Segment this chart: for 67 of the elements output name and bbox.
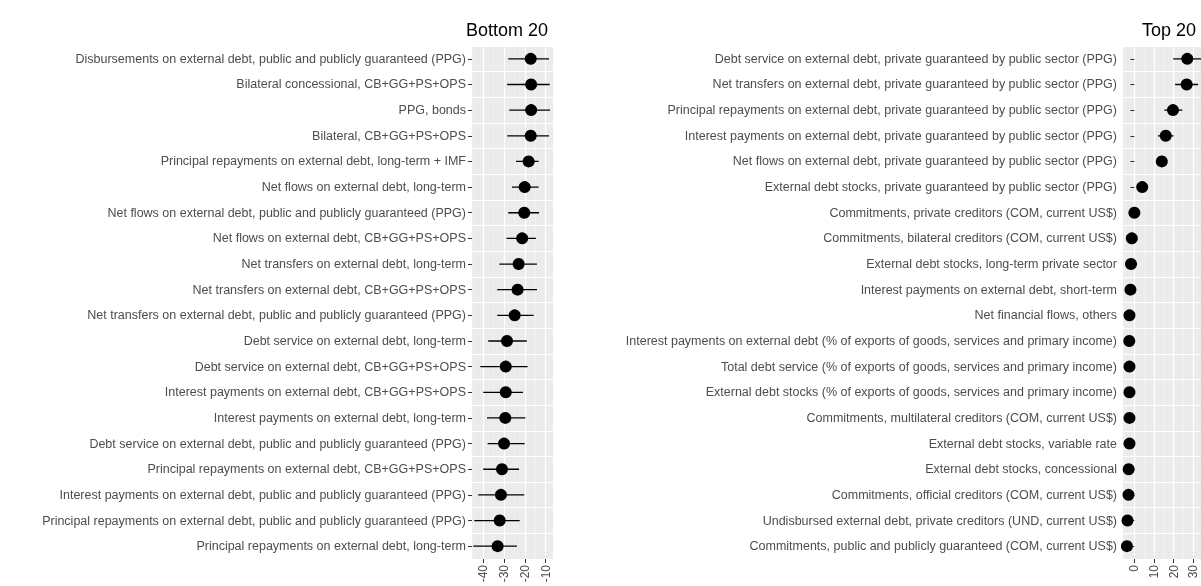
- y-tick-label: Commitments, bilateral creditors (COM, current US$): [823, 231, 1117, 246]
- point: [1123, 309, 1136, 322]
- y-tick-label: Interest payments on external debt, long-term: [213, 410, 466, 425]
- y-tick-label: PPG, bonds: [398, 103, 466, 118]
- y-tick-label: External debt stocks, concessional: [925, 462, 1117, 477]
- y-tick-label: Debt service on external debt, long-term: [243, 333, 466, 348]
- y-tick-label: Net flows on external debt, public and publicly guaranteed (PPG): [107, 205, 466, 220]
- y-tick-label: Principal repayments on external debt, public and publicly guaranteed (PPG): [42, 513, 466, 528]
- y-tick-label: Interest payments on external debt, short-term: [860, 282, 1117, 297]
- point: [1121, 514, 1134, 527]
- y-tick-label: Undisbursed external debt, private creditors (UND, current US$): [762, 513, 1117, 528]
- y-tick-label: Commitments, official creditors (COM, current US$): [831, 487, 1117, 502]
- y-tick-label: Net flows on external debt, private guaranteed by public sector (PPG): [732, 154, 1117, 169]
- point: [1124, 283, 1137, 296]
- y-tick-label: Debt service on external debt, private guaranteed by public sector (PPG): [714, 51, 1117, 66]
- y-tick-label: Debt service on external debt, CB+GG+PS+OPS: [194, 359, 466, 374]
- y-tick-label: External debt stocks (% of exports of goods, services and primary income): [705, 385, 1117, 400]
- y-tick-label: Interest payments on external debt (% of exports of goods, services and primary income): [625, 333, 1117, 348]
- y-tick-label: Commitments, multilateral creditors (COM, current US$): [806, 410, 1117, 425]
- point: [1128, 206, 1141, 219]
- y-tick-label: Net transfers on external debt, private guaranteed by public sector (PPG): [712, 77, 1117, 92]
- point: [1123, 411, 1136, 424]
- x-tick-label: 0: [1127, 564, 1142, 572]
- y-tick-label: Interest payments on external debt, CB+GG+PS+OPS: [164, 385, 466, 400]
- x-tick-label: -40: [476, 564, 491, 583]
- y-tick-label: Net flows on external debt, long-term: [261, 180, 466, 195]
- y-tick-label: Net flows on external debt, CB+GG+PS+OPS: [212, 231, 466, 246]
- x-tick-label: -10: [538, 564, 553, 583]
- point: [1123, 334, 1136, 347]
- y-tick-label: External debt stocks, variable rate: [928, 436, 1118, 451]
- y-tick-label: Net transfers on external debt, public and publicly guaranteed (PPG): [87, 308, 466, 323]
- x-tick-label: 20: [1166, 564, 1181, 579]
- y-tick-label: Commitments, public and publicly guaranteed (COM, current US$): [749, 539, 1117, 554]
- point: [1123, 386, 1136, 399]
- y-tick-label: Principal repayments on external debt, CB+GG+PS+OPS: [147, 462, 466, 477]
- x-tick-label: -20: [517, 564, 532, 583]
- x-tick-label: -30: [497, 564, 512, 583]
- y-tick-label: Bilateral, CB+GG+PS+OPS: [312, 128, 466, 143]
- point: [1155, 155, 1168, 168]
- y-tick-label: Net transfers on external debt, CB+GG+PS+OPS: [192, 282, 466, 297]
- y-tick-label: Net transfers on external debt, long-term: [241, 257, 466, 272]
- y-tick-label: Disbursements on external debt, public and publicly guaranteed (PPG): [75, 51, 466, 66]
- y-tick-label: Commitments, private creditors (COM, current US$): [829, 205, 1117, 220]
- x-tick-label: 10: [1146, 564, 1161, 579]
- y-tick-label: External debt stocks, long-term private sector: [866, 257, 1117, 272]
- chart-title: Top 20: [1141, 20, 1196, 40]
- y-tick-label: External debt stocks, private guaranteed by public sector (PPG): [764, 180, 1117, 195]
- y-tick-label: Interest payments on external debt, public and publicly guaranteed (PPG): [59, 487, 466, 502]
- y-tick-label: Principal repayments on external debt, long-term: [196, 539, 466, 554]
- y-tick-label: Principal repayments on external debt, long-term + IMF: [160, 154, 467, 169]
- point: [1123, 437, 1136, 450]
- point: [1136, 181, 1149, 194]
- point: [1122, 463, 1135, 476]
- point: [1125, 232, 1138, 245]
- chart-title: Bottom 20: [465, 20, 548, 40]
- y-tick-label: Debt service on external debt, public and publicly guaranteed (PPG): [89, 436, 466, 451]
- point: [1122, 488, 1135, 501]
- point: [1120, 540, 1133, 553]
- y-tick-label: Total debt service (% of exports of goods, services and primary income): [720, 359, 1117, 374]
- point: [496, 463, 508, 476]
- y-tick-label: Principal repayments on external debt, private guaranteed by public sector (PPG): [667, 103, 1117, 118]
- point: [1123, 360, 1136, 373]
- y-tick-label: Net financial flows, others: [974, 308, 1117, 323]
- y-tick-label: Bilateral concessional, CB+GG+PS+OPS: [236, 77, 466, 92]
- y-tick-label: Interest payments on external debt, private guaranteed by public sector (PPG): [684, 128, 1117, 143]
- x-tick-label: 30: [1186, 564, 1201, 579]
- point: [1125, 258, 1138, 271]
